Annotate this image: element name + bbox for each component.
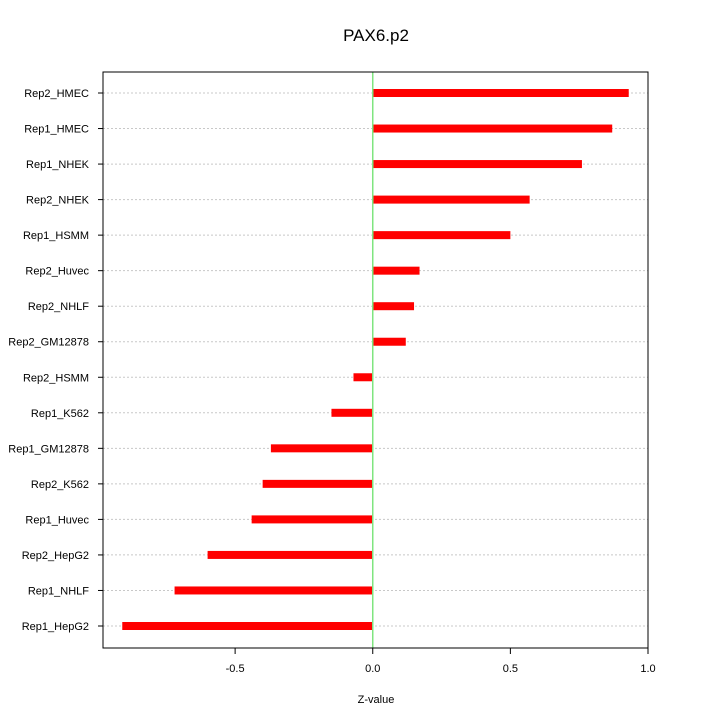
category-label: Rep2_HMEC	[24, 88, 89, 100]
category-label: Rep2_K562	[31, 479, 89, 491]
x-tick-label: 0.5	[503, 663, 518, 675]
category-label: Rep2_Huvec	[25, 266, 89, 278]
category-label: Rep1_HMEC	[24, 124, 89, 136]
x-axis-label: Z-value	[358, 694, 395, 706]
grid-layer	[103, 92, 648, 627]
bar-rep2-gm12878	[372, 337, 406, 346]
category-label: Rep2_NHLF	[28, 301, 89, 313]
bar-rep2-hepg2	[207, 550, 373, 559]
bar-rep2-k562	[262, 479, 373, 488]
x-tick-label: 1.0	[640, 663, 655, 675]
bar-rep1-nhek	[372, 160, 582, 169]
x-axis: -0.5 0.0 0.5 1.0	[226, 648, 656, 675]
category-label: Rep2_HepG2	[22, 550, 89, 562]
bar-rep2-hmec	[372, 89, 629, 97]
chart-title: PAX6.p2	[343, 26, 409, 45]
category-label: Rep2_HSMM	[23, 372, 89, 384]
category-label: Rep1_K562	[31, 408, 89, 420]
category-label: Rep2_NHEK	[26, 195, 90, 207]
bar-rep1-nhlf	[174, 586, 373, 595]
bar-rep1-k562	[331, 408, 373, 417]
plot-frame	[102, 71, 649, 649]
bar-rep2-hsmm	[353, 373, 373, 382]
category-label: Rep1_Huvec	[25, 514, 89, 526]
bar-rep1-hmec	[372, 124, 613, 133]
bar-rep2-nhek	[372, 195, 530, 204]
bar-rep1-hepg2	[122, 622, 373, 630]
category-label: Rep1_HepG2	[22, 621, 89, 633]
category-labels: Rep2_HMEC Rep1_HMEC Rep1_NHEK Rep2_NHEK Rep1…	[8, 88, 103, 633]
category-label: Rep1_GM12878	[8, 443, 89, 455]
bar-rep1-hsmm	[372, 231, 511, 240]
bar-rep2-huvec	[372, 266, 420, 275]
category-label: Rep2_GM12878	[8, 337, 89, 349]
bar-layer	[122, 89, 629, 630]
x-tick-label: 0.0	[365, 663, 380, 675]
bar-rep1-gm12878	[270, 444, 373, 453]
category-label: Rep1_NHEK	[26, 159, 90, 171]
category-label: Rep1_HSMM	[23, 230, 89, 242]
category-label: Rep1_NHLF	[28, 585, 89, 597]
x-tick-label: -0.5	[226, 663, 245, 675]
bar-rep1-huvec	[251, 515, 373, 524]
bar-rep2-nhlf	[372, 302, 415, 311]
